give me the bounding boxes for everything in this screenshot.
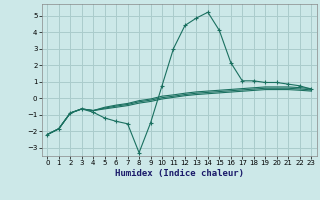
X-axis label: Humidex (Indice chaleur): Humidex (Indice chaleur) [115,169,244,178]
